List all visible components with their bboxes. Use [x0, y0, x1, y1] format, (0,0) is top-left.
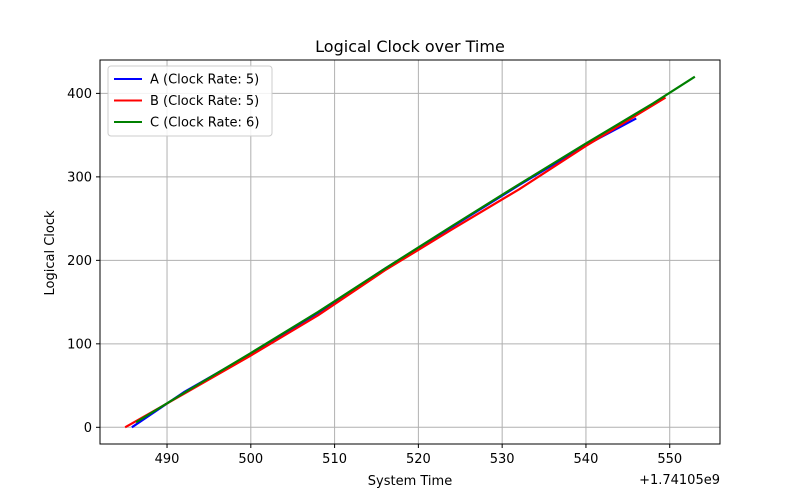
legend-label: A (Clock Rate: 5) — [150, 73, 259, 88]
ticks: 490 500 510 520 530 540 550 0 100 200 300 400 — [67, 87, 682, 467]
x-tick-label: 500 — [238, 452, 263, 467]
y-axis-label: Logical Clock — [43, 210, 58, 295]
x-tick-label: 540 — [574, 452, 599, 467]
y-tick-label: 100 — [67, 337, 92, 352]
x-tick-label: 490 — [155, 452, 180, 467]
plot-frame — [99, 59, 721, 445]
legend: A (Clock Rate: 5) B (Clock Rate: 5) C (Clo… — [107, 65, 273, 137]
legend-label: C (Clock Rate: 6) — [150, 116, 259, 131]
x-tick-label: 530 — [490, 452, 515, 467]
legend-box — [107, 65, 273, 137]
x-axis-label: System Time — [368, 474, 452, 489]
y-tick-label: 300 — [67, 170, 92, 185]
grid — [100, 60, 720, 444]
y-tick-label: 400 — [67, 87, 92, 102]
x-tick-label: 550 — [657, 452, 682, 467]
series-layer — [124, 75, 696, 429]
y-tick-label: 200 — [67, 254, 92, 269]
x-tick-label: 510 — [322, 452, 347, 467]
legend-label: B (Clock Rate: 5) — [150, 94, 259, 109]
chart-title: Logical Clock over Time — [315, 37, 505, 56]
y-tick-label: 0 — [84, 421, 92, 436]
x-axis-offset-label: +1.74105e9 — [639, 473, 720, 488]
x-tick-label: 520 — [406, 452, 431, 467]
series-line-c — [135, 75, 696, 424]
series-line-b — [124, 96, 667, 429]
